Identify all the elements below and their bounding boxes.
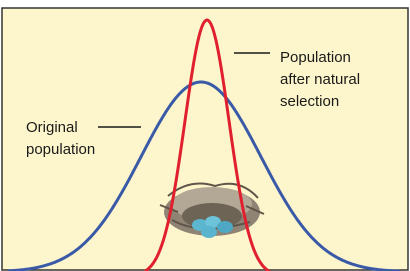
label: Original <box>26 119 78 136</box>
label: selection <box>280 93 339 110</box>
stabilizing-selection-diagram: Population after natural selection Origi… <box>0 0 410 271</box>
egg <box>217 221 233 233</box>
label: population <box>26 141 95 158</box>
egg <box>201 226 217 238</box>
label: Population <box>280 49 351 66</box>
label: after natural <box>280 71 360 88</box>
